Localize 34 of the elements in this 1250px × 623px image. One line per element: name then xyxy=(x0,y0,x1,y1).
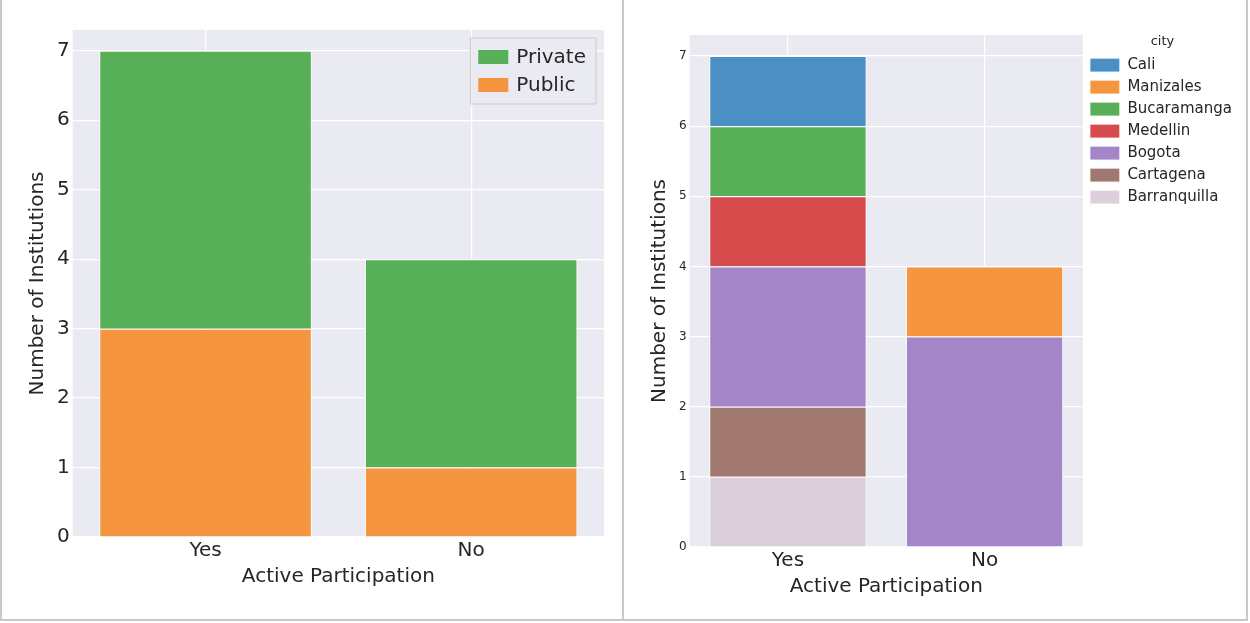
legend-label: Private xyxy=(516,44,587,69)
legend-label: Cartagena xyxy=(1127,164,1206,183)
legend-label: Bogota xyxy=(1127,142,1181,161)
y-tick-label: 0 xyxy=(56,523,70,548)
y-axis-title: Number of Institutions xyxy=(24,171,49,396)
x-tick-label: Yes xyxy=(188,537,222,562)
legend-title: city xyxy=(1150,32,1175,48)
y-tick-label: 4 xyxy=(678,258,687,273)
y-tick-label: 5 xyxy=(678,188,687,203)
x-axis-title: Active Participation xyxy=(241,563,435,588)
y-tick-label: 1 xyxy=(678,468,687,483)
y-tick-label: 7 xyxy=(56,37,70,62)
legend-label: Public xyxy=(516,72,576,97)
x-tick-label: Yes xyxy=(770,547,805,572)
y-tick-label: 2 xyxy=(56,384,70,409)
y-tick-label: 4 xyxy=(56,245,70,270)
legend-label: Cali xyxy=(1127,54,1156,73)
y-tick-label: 6 xyxy=(56,106,70,131)
y-tick-label: 5 xyxy=(56,175,70,200)
legend-label: Medellin xyxy=(1127,120,1191,139)
x-axis-title: Active Participation xyxy=(789,573,983,598)
y-tick-label: 7 xyxy=(678,48,687,63)
x-tick-label: No xyxy=(970,547,999,572)
y-tick-label: 2 xyxy=(678,398,687,413)
y-tick-label: 0 xyxy=(678,539,687,554)
y-tick-label: 3 xyxy=(678,328,687,343)
legend-label: Barranquilla xyxy=(1127,186,1219,205)
y-tick-label: 1 xyxy=(56,453,70,478)
y-axis-title: Number of Institutions xyxy=(646,179,671,403)
y-tick-label: 3 xyxy=(56,314,70,339)
x-tick-label: No xyxy=(457,537,485,562)
legend-label: Manizales xyxy=(1127,76,1202,95)
y-tick-label: 6 xyxy=(678,118,687,133)
legend-label: Bucaramanga xyxy=(1127,98,1233,117)
